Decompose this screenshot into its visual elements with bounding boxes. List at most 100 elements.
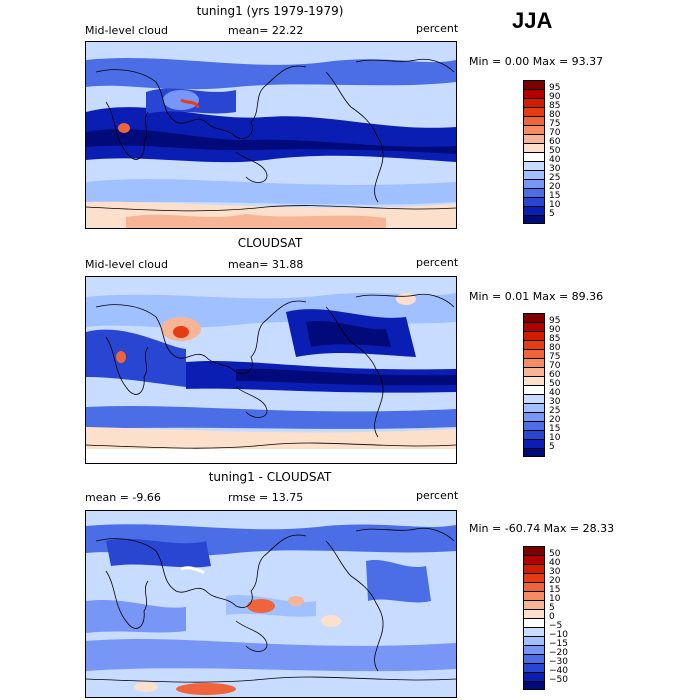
colorbar-tick-label: 70: [549, 128, 561, 138]
panel-1-colorbar: [523, 80, 545, 224]
colorbar-swatch: [523, 367, 545, 376]
season-label: JJA: [512, 8, 553, 33]
colorbar-swatch: [523, 394, 545, 403]
colorbar-tick-label: 30: [549, 164, 561, 174]
panel-2-mean-label: mean= 31.88: [228, 258, 304, 271]
colorbar-swatch: [523, 546, 545, 555]
colorbar-tick-label: 25: [549, 406, 561, 416]
colorbar-tick-label: 75: [549, 352, 561, 362]
colorbar-tick-label: 85: [549, 334, 561, 344]
colorbar-swatch: [523, 179, 545, 188]
colorbar-tick-label: −50: [549, 675, 568, 685]
colorbar-swatch: [523, 412, 545, 421]
panel-3-map: [85, 510, 457, 698]
colorbar-swatch: [523, 627, 545, 636]
panel-2-map: [85, 276, 457, 464]
colorbar-swatch: [523, 681, 545, 690]
colorbar-tick-label: 5: [549, 603, 555, 613]
colorbar-swatch: [523, 107, 545, 116]
colorbar-tick-label: 20: [549, 576, 561, 586]
colorbar-tick-label: −20: [549, 648, 568, 658]
colorbar-swatch: [523, 636, 545, 645]
colorbar-tick-label: 5: [549, 442, 555, 452]
colorbar-swatch: [523, 188, 545, 197]
colorbar-swatch: [523, 564, 545, 573]
colorbar-tick-label: −10: [549, 630, 568, 640]
panel-1-minmax-label: Min = 0.00 Max = 93.37: [469, 55, 604, 68]
panel-3-mean-label: mean = -9.66: [85, 491, 161, 504]
colorbar-tick-label: 40: [549, 155, 561, 165]
colorbar-swatch: [523, 376, 545, 385]
colorbar-swatch: [523, 340, 545, 349]
colorbar-tick-label: 30: [549, 397, 561, 407]
colorbar-tick-label: 20: [549, 182, 561, 192]
colorbar-tick-label: 80: [549, 110, 561, 120]
colorbar-swatch: [523, 331, 545, 340]
colorbar-swatch: [523, 421, 545, 430]
colorbar-swatch: [523, 349, 545, 358]
colorbar-tick-label: 95: [549, 316, 561, 326]
colorbar-swatch: [523, 134, 545, 143]
colorbar-swatch: [523, 215, 545, 224]
colorbar-tick-label: 20: [549, 415, 561, 425]
colorbar-tick-label: −40: [549, 666, 568, 676]
colorbar-swatch: [523, 80, 545, 89]
panel-1-units-label: percent: [416, 22, 459, 35]
colorbar-swatch: [523, 206, 545, 215]
colorbar-tick-label: 15: [549, 191, 561, 201]
colorbar-tick-label: 90: [549, 92, 561, 102]
colorbar-tick-label: 50: [549, 146, 561, 156]
colorbar-swatch: [523, 448, 545, 457]
colorbar-tick-label: −5: [549, 621, 563, 631]
colorbar-swatch: [523, 645, 545, 654]
panel-2-variable-label: Mid-level cloud: [85, 258, 168, 271]
colorbar-tick-label: 40: [549, 388, 561, 398]
colorbar-tick-label: 50: [549, 379, 561, 389]
panel-1-variable-label: Mid-level cloud: [85, 24, 168, 37]
panel-2-minmax-label: Min = 0.01 Max = 89.36: [469, 290, 604, 303]
colorbar-tick-label: 15: [549, 424, 561, 434]
colorbar-tick-label: 15: [549, 585, 561, 595]
colorbar-tick-label: 70: [549, 361, 561, 371]
colorbar-swatch: [523, 143, 545, 152]
colorbar-tick-label: 60: [549, 370, 561, 380]
colorbar-tick-label: −15: [549, 639, 568, 649]
colorbar-swatch: [523, 152, 545, 161]
colorbar-swatch: [523, 322, 545, 331]
colorbar-swatch: [523, 358, 545, 367]
colorbar-swatch: [523, 116, 545, 125]
colorbar-swatch: [523, 555, 545, 564]
colorbar-tick-label: 90: [549, 325, 561, 335]
panel-1-map: [85, 41, 457, 229]
colorbar-swatch: [523, 618, 545, 627]
colorbar-swatch: [523, 161, 545, 170]
colorbar-tick-label: 10: [549, 594, 561, 604]
colorbar-swatch: [523, 573, 545, 582]
colorbar-swatch: [523, 663, 545, 672]
colorbar-tick-label: −30: [549, 657, 568, 667]
colorbar-tick-label: 50: [549, 549, 561, 559]
colorbar-tick-label: 60: [549, 137, 561, 147]
colorbar-tick-label: 10: [549, 433, 561, 443]
colorbar-tick-label: 40: [549, 558, 561, 568]
panel-2-colorbar: [523, 313, 545, 457]
colorbar-tick-label: 85: [549, 101, 561, 111]
colorbar-swatch: [523, 430, 545, 439]
colorbar-swatch: [523, 609, 545, 618]
panel-3-minmax-label: Min = -60.74 Max = 28.33: [469, 522, 615, 535]
colorbar-swatch: [523, 385, 545, 394]
colorbar-swatch: [523, 600, 545, 609]
colorbar-swatch: [523, 98, 545, 107]
colorbar-swatch: [523, 672, 545, 681]
panel-2-title: CLOUDSAT: [237, 236, 303, 250]
panel-3-units-label: percent: [416, 489, 459, 502]
colorbar-tick-label: 5: [549, 209, 555, 219]
colorbar-tick-label: 10: [549, 200, 561, 210]
panel-1-mean-label: mean= 22.22: [228, 24, 304, 37]
panel-1-title: tuning1 (yrs 1979-1979): [196, 4, 344, 18]
panel-2-units-label: percent: [416, 256, 459, 269]
colorbar-tick-label: 25: [549, 173, 561, 183]
colorbar-swatch: [523, 439, 545, 448]
panel-3-title: tuning1 - CLOUDSAT: [208, 470, 332, 484]
colorbar-swatch: [523, 170, 545, 179]
